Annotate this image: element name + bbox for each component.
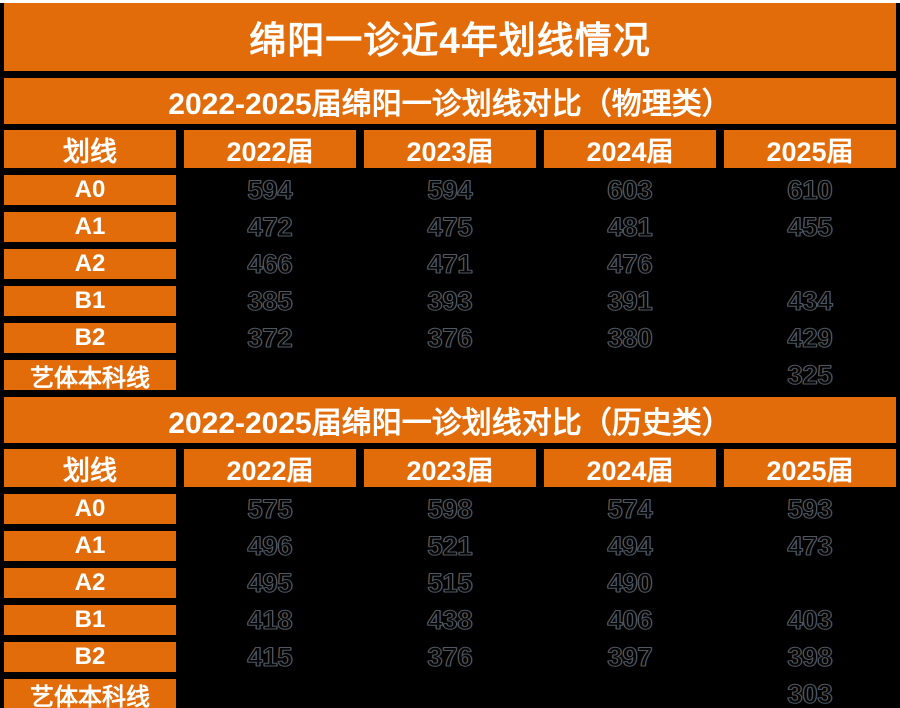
score-cell: 594 [184, 174, 356, 205]
column-header-year: 2024届 [544, 130, 716, 168]
score-cell [364, 679, 536, 708]
table-grid-physics: 划线 2022届 2023届 2024届 2025届 A0 594 594 603 610 A1 47… [4, 130, 896, 392]
table-subtitle-history: 2022-2025届绵阳一诊划线对比（历史类） [4, 397, 896, 443]
column-header-year: 2025届 [724, 449, 896, 487]
score-cell: 473 [724, 530, 896, 561]
score-cell: 429 [724, 322, 896, 353]
score-cell: 593 [724, 493, 896, 524]
score-cell: 325 [724, 359, 896, 390]
row-label: 艺体本科线 [4, 360, 176, 392]
score-cell: 466 [184, 248, 356, 279]
row-label: B1 [4, 605, 176, 635]
score-cell: 380 [544, 322, 716, 353]
score-cell: 415 [184, 641, 356, 672]
score-cell: 610 [724, 174, 896, 205]
table-section-history: 2022-2025届绵阳一诊划线对比（历史类） 划线 2022届 2023届 2024… [4, 397, 896, 708]
score-cell: 495 [184, 567, 356, 598]
column-header-year: 2023届 [364, 449, 536, 487]
table-section-physics: 2022-2025届绵阳一诊划线对比（物理类） 划线 2022届 2023届 2024… [4, 78, 896, 392]
column-header-year: 2022届 [184, 130, 356, 168]
score-cell: 372 [184, 322, 356, 353]
row-label: 艺体本科线 [4, 679, 176, 708]
score-cell: 303 [724, 678, 896, 708]
score-cell [364, 360, 536, 390]
score-cell: 393 [364, 285, 536, 316]
score-cell: 434 [724, 285, 896, 316]
score-cell: 496 [184, 530, 356, 561]
score-cell [724, 568, 896, 598]
score-cell: 481 [544, 211, 716, 242]
row-label: A1 [4, 531, 176, 561]
row-label: B2 [4, 323, 176, 353]
column-header-year: 2022届 [184, 449, 356, 487]
score-cell: 397 [544, 641, 716, 672]
column-header-year: 2025届 [724, 130, 896, 168]
page-title: 绵阳一诊近4年划线情况 [4, 3, 896, 71]
row-label: A2 [4, 568, 176, 598]
score-cell: 385 [184, 285, 356, 316]
score-cell: 376 [364, 322, 536, 353]
column-header-year: 2024届 [544, 449, 716, 487]
score-cell: 490 [544, 567, 716, 598]
column-header-label: 划线 [4, 130, 176, 168]
score-cell: 418 [184, 604, 356, 635]
score-cell: 603 [544, 174, 716, 205]
score-cell: 574 [544, 493, 716, 524]
score-cell: 476 [544, 248, 716, 279]
score-cell: 575 [184, 493, 356, 524]
score-cell: 475 [364, 211, 536, 242]
row-label: A2 [4, 249, 176, 279]
row-label: A1 [4, 212, 176, 242]
table-subtitle-physics: 2022-2025届绵阳一诊划线对比（物理类） [4, 78, 896, 124]
column-header-year: 2023届 [364, 130, 536, 168]
row-label: A0 [4, 175, 176, 205]
score-cell [724, 249, 896, 279]
score-cell: 455 [724, 211, 896, 242]
score-cell: 471 [364, 248, 536, 279]
score-cell: 391 [544, 285, 716, 316]
row-label: A0 [4, 494, 176, 524]
score-cell: 594 [364, 174, 536, 205]
score-cell: 403 [724, 604, 896, 635]
score-cell [544, 360, 716, 390]
score-cell [184, 360, 356, 390]
score-cell: 598 [364, 493, 536, 524]
column-header-label: 划线 [4, 449, 176, 487]
row-label: B1 [4, 286, 176, 316]
score-cell: 494 [544, 530, 716, 561]
score-cell: 406 [544, 604, 716, 635]
row-label: B2 [4, 642, 176, 672]
score-cell: 521 [364, 530, 536, 561]
score-cell: 472 [184, 211, 356, 242]
score-cell: 398 [724, 641, 896, 672]
score-cell: 376 [364, 641, 536, 672]
score-cell: 438 [364, 604, 536, 635]
score-cell: 515 [364, 567, 536, 598]
score-cell [544, 679, 716, 708]
score-cell [184, 679, 356, 708]
table-grid-history: 划线 2022届 2023届 2024届 2025届 A0 575 598 574 593 A1 49… [4, 449, 896, 708]
